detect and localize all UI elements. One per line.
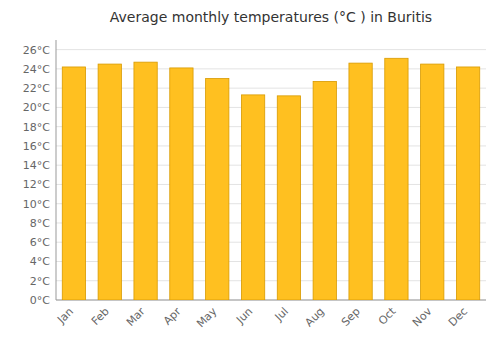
y-tick-label: 12°C xyxy=(23,178,50,191)
bar xyxy=(134,62,157,300)
bar xyxy=(241,95,264,300)
y-tick-label: 10°C xyxy=(23,198,50,211)
bar xyxy=(98,64,121,300)
grid xyxy=(56,50,486,300)
x-tick-label: Mar xyxy=(124,305,148,329)
x-tick-label: Apr xyxy=(161,305,184,328)
y-tick-label: 16°C xyxy=(23,140,50,153)
bar xyxy=(456,67,479,300)
x-tick-label: May xyxy=(194,305,220,331)
bars xyxy=(62,58,479,300)
bar xyxy=(349,63,372,300)
y-tick-label: 0°C xyxy=(30,294,50,307)
x-tick-label: Sep xyxy=(339,305,363,329)
x-tick-label: Jun xyxy=(233,305,255,327)
y-tick-label: 26°C xyxy=(23,44,50,57)
y-tick-label: 20°C xyxy=(23,101,50,114)
y-tick-label: 4°C xyxy=(30,255,50,268)
x-tick-label: Aug xyxy=(302,305,326,329)
bar xyxy=(277,96,300,300)
y-tick-label: 24°C xyxy=(23,63,50,76)
y-tick-label: 18°C xyxy=(23,121,50,134)
bar xyxy=(206,79,229,300)
bar xyxy=(313,81,336,300)
x-tick-label: Oct xyxy=(376,304,399,327)
x-tick-label: Jan xyxy=(54,305,76,327)
y-tick-label: 14°C xyxy=(23,159,50,172)
y-tick-label: 2°C xyxy=(30,275,50,288)
bar xyxy=(62,67,85,300)
chart-container: Average monthly temperatures (°C ) in Bu… xyxy=(0,0,500,350)
x-tick-label: Nov xyxy=(410,305,435,330)
x-tick-label: Dec xyxy=(446,305,470,329)
y-axis-line xyxy=(56,40,57,300)
bar xyxy=(385,58,408,300)
grid-line xyxy=(56,49,486,50)
chart-title: Average monthly temperatures (°C ) in Bu… xyxy=(110,9,432,25)
bar xyxy=(421,64,444,300)
x-tick-label: Feb xyxy=(89,305,112,328)
y-tick-label: 8°C xyxy=(30,217,50,230)
x-tick-label: Jul xyxy=(272,305,291,324)
y-tick-label: 6°C xyxy=(30,236,50,249)
y-tick-label: 22°C xyxy=(23,82,50,95)
chart-svg: Average monthly temperatures (°C ) in Bu… xyxy=(0,0,500,350)
bar xyxy=(170,68,193,300)
